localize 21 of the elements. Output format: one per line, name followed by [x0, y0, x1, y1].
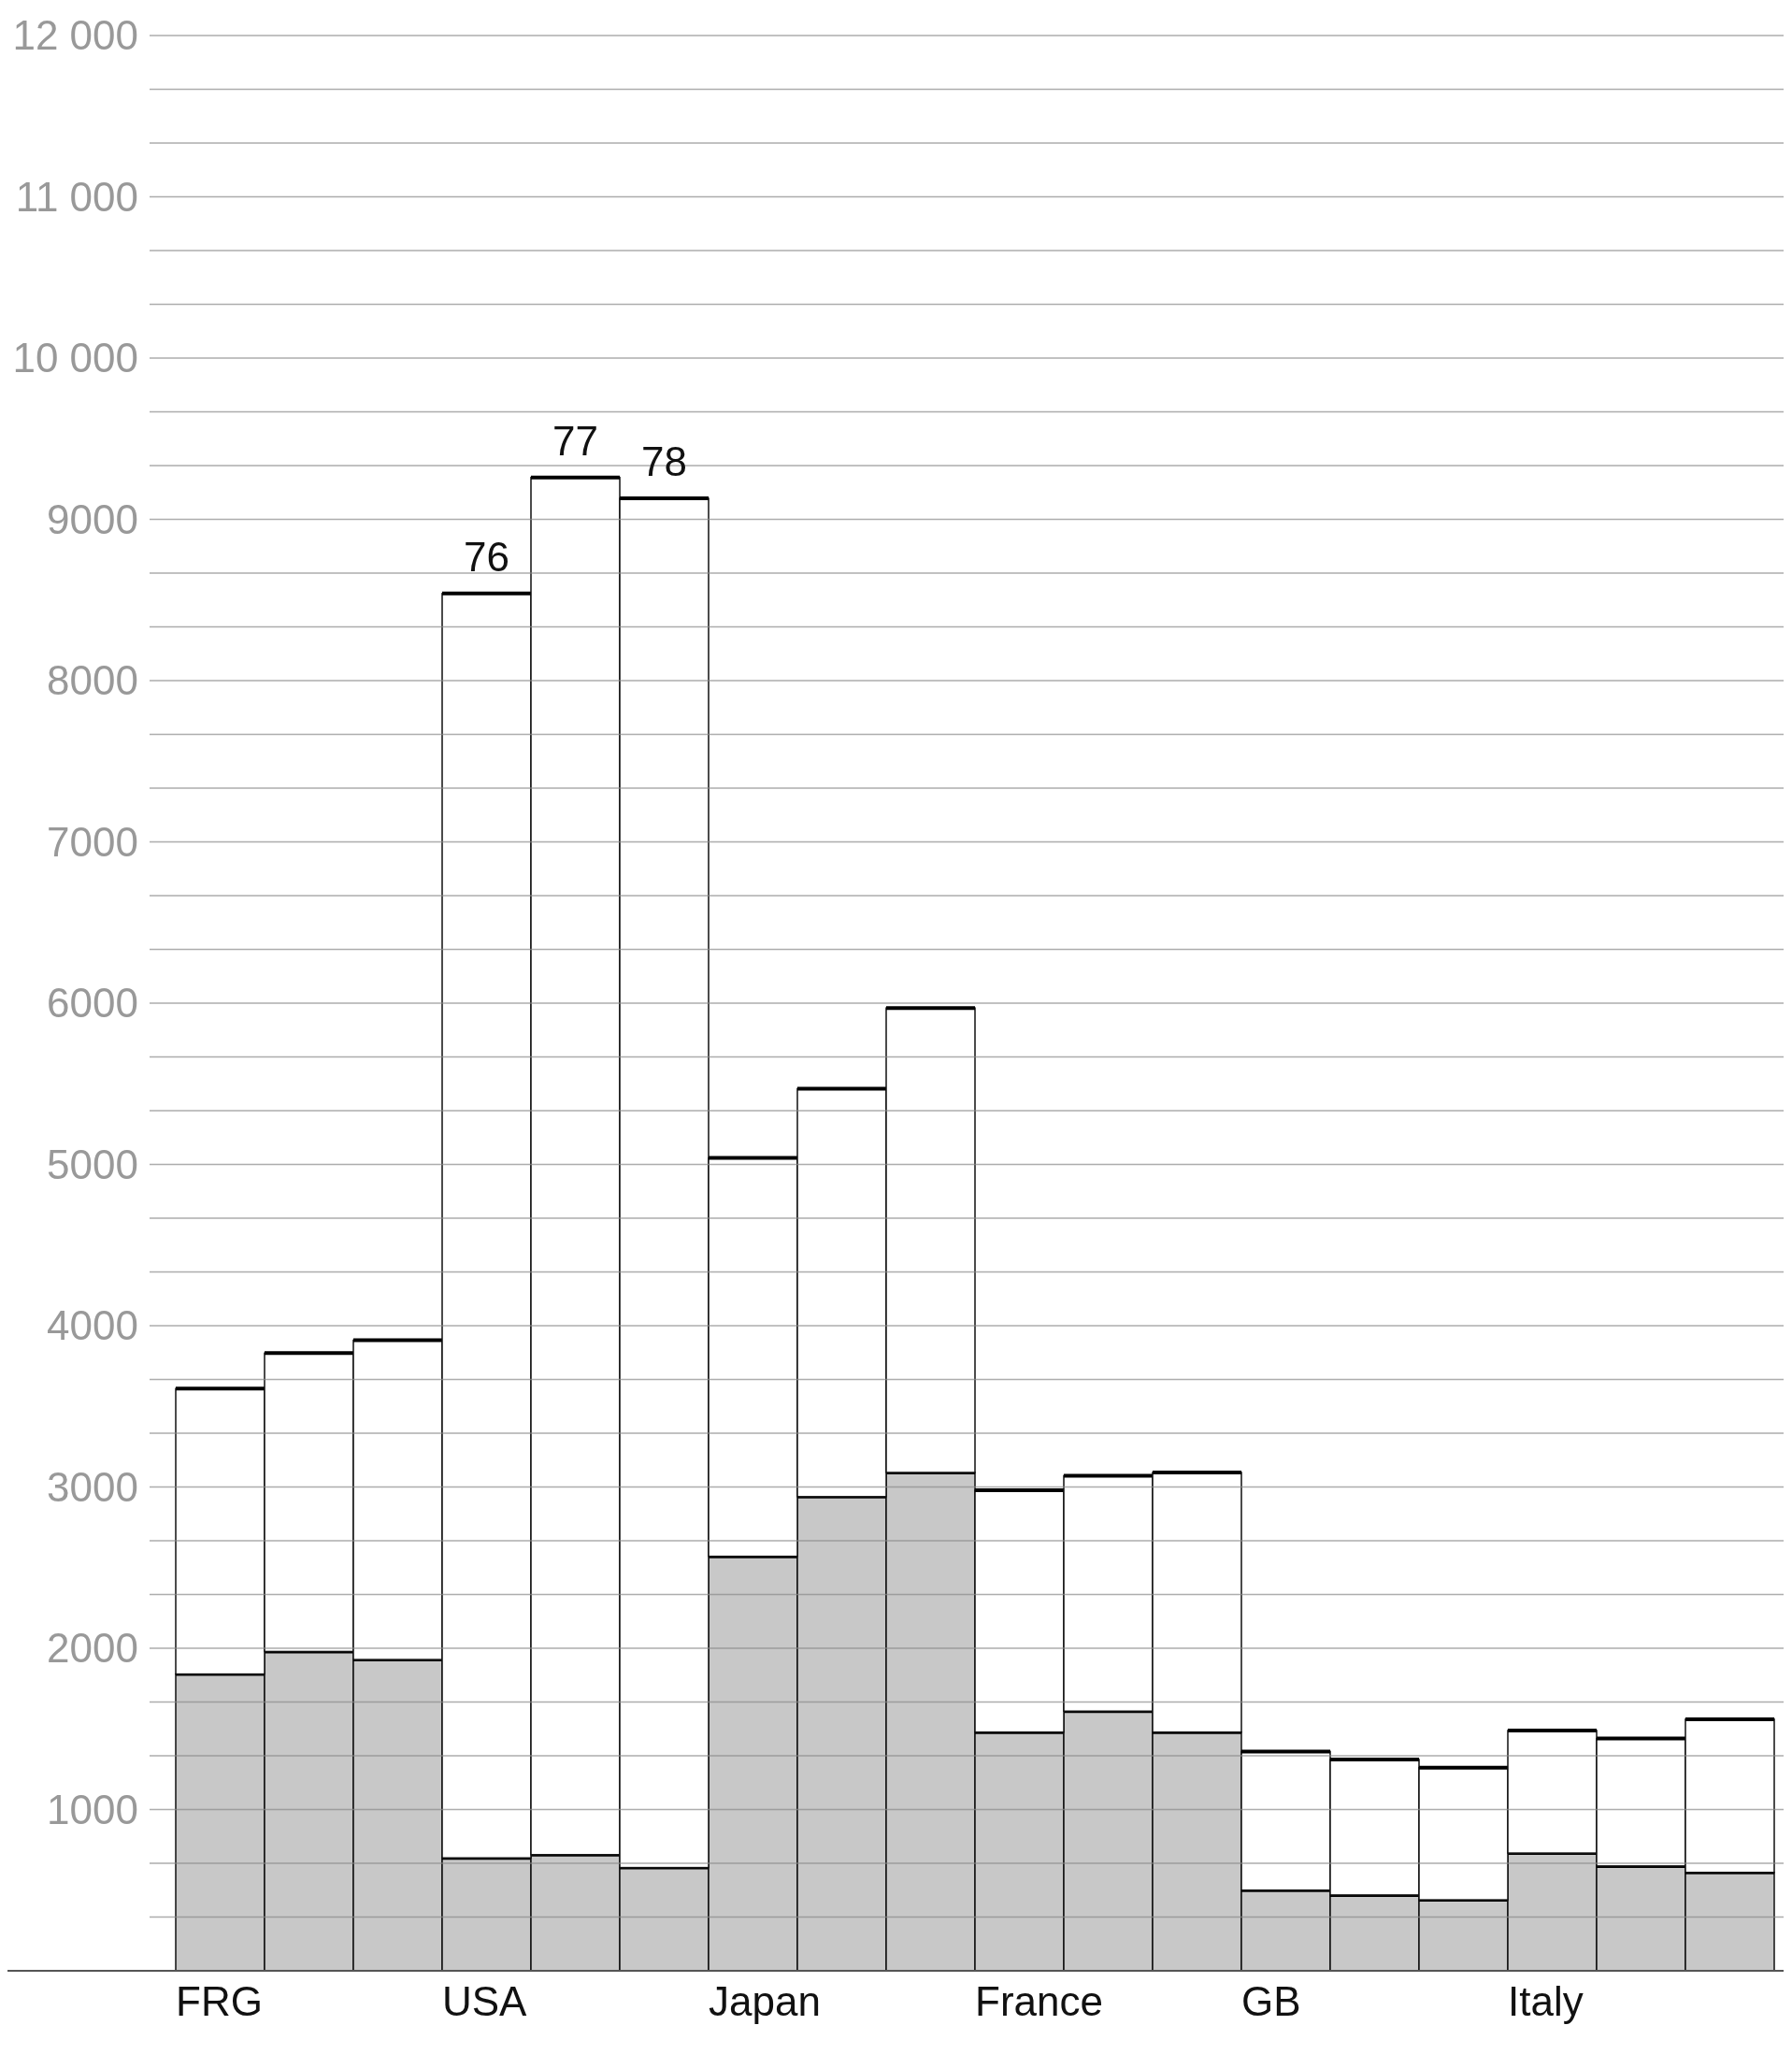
y-tick-label: 3000 — [47, 1463, 138, 1510]
y-tick-label: 9000 — [47, 496, 138, 542]
x-tick-label: USA — [442, 1978, 528, 2024]
y-tick-label: 10 000 — [12, 335, 138, 381]
y-tick-label: 11 000 — [15, 173, 138, 220]
y-tick-label: 5000 — [47, 1141, 138, 1187]
x-tick-label: GB — [1241, 1978, 1301, 2024]
x-tick-label: France — [975, 1978, 1103, 2024]
annotation: 78 — [641, 438, 687, 485]
x-tick-label: Italy — [1508, 1978, 1584, 2024]
y-tick-label: 4000 — [47, 1302, 138, 1349]
annotation: 77 — [552, 417, 598, 464]
y-tick-label: 6000 — [47, 980, 138, 1027]
y-tick-label: 12 000 — [12, 12, 138, 59]
y-tick-label: 1000 — [47, 1786, 138, 1832]
y-tick-label: 2000 — [47, 1625, 138, 1672]
x-tick-label: FRG — [176, 1978, 263, 2024]
y-tick-label: 7000 — [47, 818, 138, 865]
y-tick-label: 8000 — [47, 657, 138, 704]
annotation: 76 — [464, 533, 509, 580]
x-tick-label: Japan — [709, 1978, 821, 2024]
